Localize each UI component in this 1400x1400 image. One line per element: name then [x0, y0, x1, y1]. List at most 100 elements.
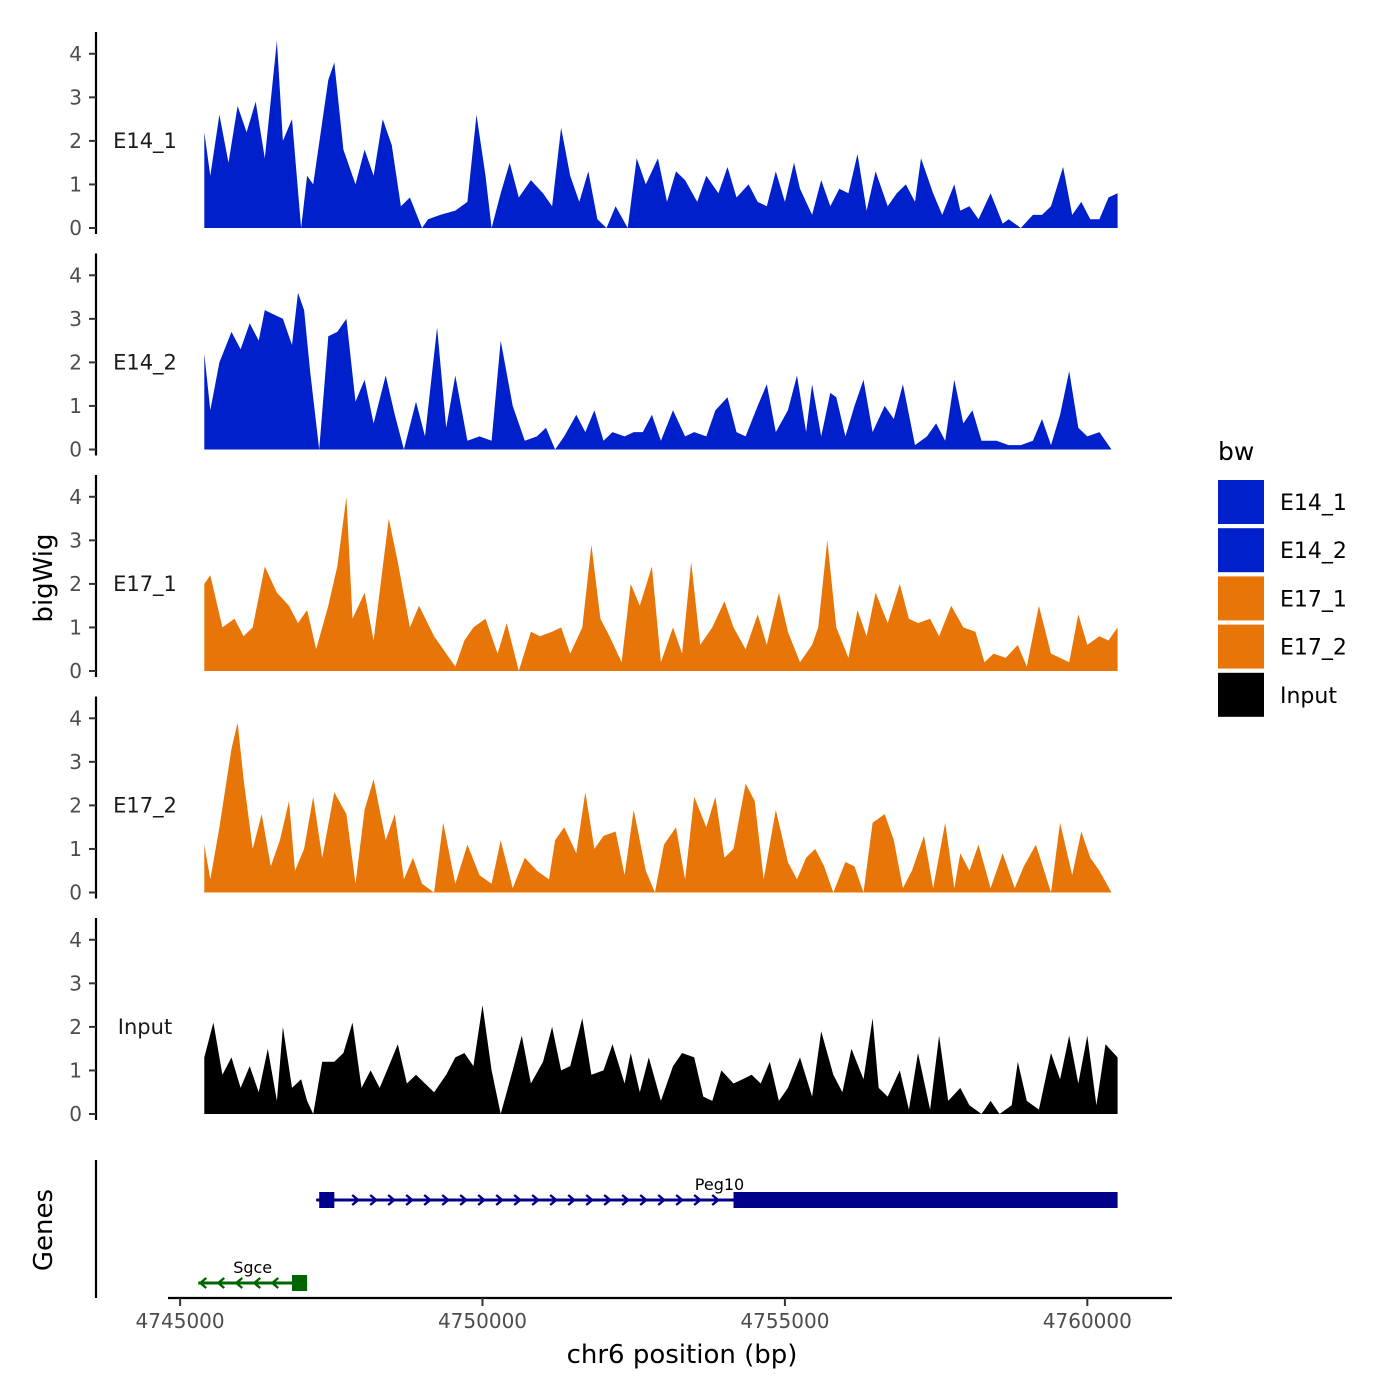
y-tick-label: 3	[69, 971, 82, 995]
strand-arrow	[567, 1194, 577, 1206]
track-e14-2: 0 1 2 3 4 E14_2	[69, 253, 1112, 462]
legend-item: E17_2	[1218, 624, 1347, 669]
x-tick-label: 4755000	[740, 1309, 829, 1333]
x-tick-label: 4750000	[438, 1309, 527, 1333]
y-tick-label: 0	[69, 438, 82, 462]
y-tick-label: 3	[69, 85, 82, 109]
x-tick-label: 4760000	[1043, 1309, 1132, 1333]
track-e17-2: 0 1 2 3 4 E17_2	[69, 696, 1112, 905]
strand-arrow	[639, 1194, 649, 1206]
strand-arrow	[369, 1194, 379, 1206]
track-input: 0 1 2 3 4 Input	[69, 918, 1118, 1126]
strand-arrow	[513, 1194, 523, 1206]
strand-arrow	[405, 1194, 415, 1206]
y-tick-label: 0	[69, 216, 82, 240]
y-tick-label: 3	[69, 528, 82, 552]
track-label: E14_1	[113, 129, 177, 154]
strand-arrow	[441, 1194, 451, 1206]
strand-arrow	[198, 1277, 208, 1289]
legend-items: E14_1 E14_2 E17_1 E17_2 Input	[1218, 480, 1347, 717]
x-axis-ticks: 4745000 4750000 4755000 4760000	[136, 1298, 1132, 1333]
legend-swatch	[1218, 480, 1264, 524]
y-tick-label: 0	[69, 881, 82, 905]
y-tick-label: 0	[69, 659, 82, 683]
y-tick-label: 3	[69, 750, 82, 774]
y-tick-label: 2	[69, 129, 82, 153]
gene-peg10: Peg10	[316, 1175, 1118, 1208]
strand-arrow	[477, 1194, 487, 1206]
strand-arrow	[495, 1194, 505, 1206]
legend-item: E14_1	[1218, 480, 1347, 524]
coverage-area-e14-2	[204, 292, 1112, 450]
strand-arrow	[387, 1194, 397, 1206]
exon-block	[733, 1192, 1118, 1208]
strand-arrow	[270, 1277, 280, 1289]
strand-arrow	[252, 1277, 262, 1289]
coverage-area-e14-1	[204, 40, 1118, 229]
track-label: E14_2	[113, 350, 177, 375]
y-tick-label: 1	[69, 837, 82, 861]
strand-arrow	[657, 1194, 667, 1206]
legend-label: E14_1	[1280, 491, 1347, 516]
y-tick-label: 1	[69, 1058, 82, 1082]
legend-label: Input	[1280, 684, 1337, 709]
strand-arrow	[675, 1194, 685, 1206]
legend-item: Input	[1218, 672, 1337, 717]
track-e17-1: 0 1 2 3 4 E17_1	[69, 475, 1118, 683]
y-tick-label: 4	[69, 928, 82, 952]
track-label: Input	[118, 1015, 172, 1039]
y-tick-label: 2	[69, 572, 82, 596]
legend-item: E14_2	[1218, 528, 1347, 573]
y-tick-label: 2	[69, 1015, 82, 1039]
strand-arrow	[603, 1194, 613, 1206]
strand-arrow	[459, 1194, 469, 1206]
y-tick-label: 4	[69, 263, 82, 287]
strand-arrow	[549, 1194, 559, 1206]
legend-swatch	[1218, 576, 1264, 621]
strand-arrow	[423, 1194, 433, 1206]
legend-title: bw	[1218, 437, 1254, 466]
y-axis-title-genes: Genes	[29, 1189, 59, 1271]
gene-sgce: Sgce	[198, 1258, 308, 1291]
strand-arrow	[693, 1194, 703, 1206]
strand-arrow	[234, 1277, 244, 1289]
gene-label: Peg10	[695, 1175, 744, 1194]
legend: bw E14_1 E14_2 E17_1 E17_2 Input	[1218, 437, 1347, 717]
y-axis-title-bigwig: bigWig	[29, 533, 59, 622]
gene-models: Peg10 Sgce	[198, 1175, 1118, 1291]
exon-block	[319, 1192, 335, 1208]
y-tick-label: 4	[69, 706, 82, 730]
legend-swatch	[1218, 672, 1264, 717]
y-tick-label: 1	[69, 394, 82, 418]
strand-arrow	[711, 1194, 721, 1206]
y-tick-label: 1	[69, 172, 82, 196]
legend-swatch	[1218, 624, 1264, 669]
gene-panel: Peg10 Sgce	[94, 1160, 1118, 1298]
coverage-area-input	[204, 1005, 1118, 1114]
x-axis: 4745000 4750000 4755000 4760000 chr6 positi…	[136, 1296, 1172, 1370]
coverage-area-e17-2	[204, 722, 1112, 893]
y-tick-label: 3	[69, 307, 82, 331]
x-tick-label: 4745000	[136, 1309, 225, 1333]
y-tick-label: 4	[69, 42, 82, 66]
gene-label: Sgce	[233, 1258, 272, 1277]
track-label: E17_2	[113, 793, 177, 818]
track-e14-1: 0 1 2 3 4 E14_1	[69, 32, 1118, 240]
legend-item: E17_1	[1218, 576, 1347, 621]
legend-swatch	[1218, 528, 1264, 573]
strand-arrow	[531, 1194, 541, 1206]
y-tick-label: 0	[69, 1102, 82, 1126]
strand-arrow	[585, 1194, 595, 1206]
coverage-tracks: 0 1 2 3 4 E14_1 0 1 2 3 4 E14_2 0 1 2 3 4 E17_1 0 1 2 3 4 E17_2…	[69, 32, 1118, 1126]
track-label: E17_1	[113, 572, 177, 597]
coverage-area-e17-1	[204, 496, 1118, 671]
legend-label: E17_1	[1280, 587, 1347, 612]
strand-arrow	[351, 1194, 361, 1206]
y-tick-label: 4	[69, 485, 82, 509]
exon-block	[291, 1275, 308, 1291]
legend-label: E14_2	[1280, 539, 1347, 564]
strand-arrow	[216, 1277, 226, 1289]
y-tick-label: 1	[69, 615, 82, 639]
legend-label: E17_2	[1280, 636, 1347, 661]
